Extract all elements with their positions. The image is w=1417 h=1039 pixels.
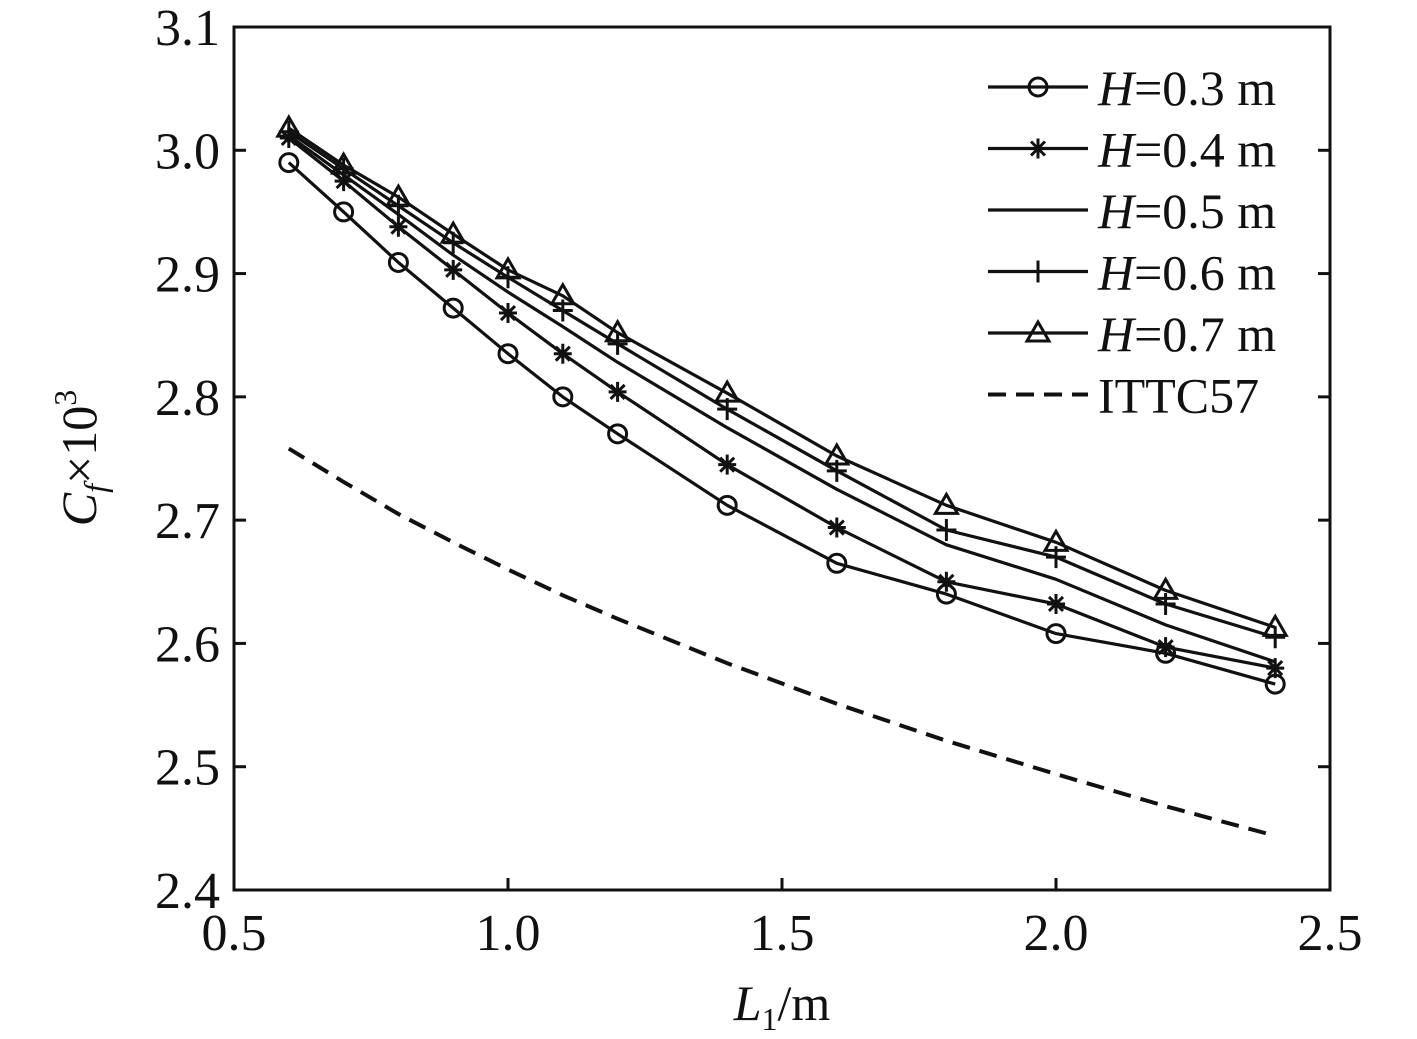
legend-label: H=0.6 m	[1097, 245, 1276, 301]
x-axis-sub: 1	[762, 1001, 778, 1037]
plus-marker	[607, 332, 628, 355]
triangle-marker	[494, 255, 522, 280]
triangle-marker	[329, 151, 358, 175]
x-axis-unit: /m	[778, 975, 831, 1031]
circle-marker	[552, 386, 574, 408]
star-marker	[444, 259, 463, 280]
legend: H=0.3 mH=0.4 mH=0.5 mH=0.6 mH=0.7 mITTC5…	[988, 60, 1276, 424]
triangle-marker	[549, 281, 577, 306]
legend-label: H=0.5 m	[1097, 183, 1276, 239]
plot-series	[275, 114, 1289, 838]
star-marker	[937, 571, 956, 592]
circle-marker	[278, 152, 300, 174]
legend-label: H=0.7 m	[1097, 306, 1276, 362]
series-line	[287, 161, 1276, 686]
circle-marker	[497, 343, 519, 365]
circle-marker	[1045, 623, 1067, 645]
legend-item: H=0.6 m	[988, 245, 1276, 301]
y-tick-label: 2.6	[155, 616, 220, 673]
y-tick-label: 2.4	[155, 863, 220, 920]
plus-marker	[936, 519, 957, 542]
circle-marker	[1027, 76, 1049, 98]
circle-marker	[716, 494, 738, 516]
legend-value: =0.4 m	[1134, 122, 1276, 178]
x-axis-title: L1/m	[733, 975, 831, 1037]
triangle-marker	[1042, 528, 1070, 552]
star-marker	[1029, 138, 1047, 159]
legend-value: =0.5 m	[1134, 183, 1276, 239]
star-marker	[827, 517, 846, 538]
legend-var: H	[1097, 306, 1137, 362]
legend-value: ITTC57	[1098, 368, 1259, 424]
star-marker	[334, 171, 353, 192]
legend-label: H=0.3 m	[1097, 60, 1276, 116]
legend-item: H=0.7 m	[988, 306, 1276, 362]
star-marker	[499, 303, 517, 324]
series-line	[287, 446, 1276, 838]
legend-label: H=0.4 m	[1097, 122, 1276, 178]
triangle-marker	[384, 183, 413, 207]
y-tick-label: 3.0	[155, 123, 220, 180]
legend-var: H	[1097, 122, 1137, 178]
triangle-marker	[823, 442, 851, 466]
triangle-marker	[1024, 319, 1052, 343]
triangle-marker	[275, 114, 303, 138]
series-5	[287, 446, 1276, 838]
circle-marker	[826, 552, 848, 574]
plus-marker	[1265, 626, 1286, 649]
legend-value: =0.6 m	[1134, 245, 1276, 301]
legend-item: ITTC57	[988, 368, 1259, 424]
x-tick-label: 2.0	[1024, 905, 1089, 962]
star-marker	[608, 381, 627, 402]
triangle-marker	[713, 379, 741, 403]
y-tick-label: 2.7	[155, 493, 220, 550]
star-marker	[1156, 637, 1175, 658]
circle-marker	[607, 423, 629, 445]
legend-value: =0.3 m	[1134, 60, 1276, 116]
series-0	[278, 152, 1286, 695]
legend-var: H	[1097, 60, 1137, 116]
circle-marker	[442, 297, 464, 319]
legend-item: H=0.3 m	[988, 60, 1276, 116]
triangle-marker	[1151, 576, 1180, 600]
star-marker	[718, 454, 737, 475]
legend-var: H	[1097, 183, 1137, 239]
series-1	[279, 127, 1285, 679]
legend-label: ITTC57	[1098, 368, 1259, 424]
circle-marker	[333, 201, 355, 223]
y-axis-sup: 3	[47, 390, 83, 406]
x-axis-var: L	[733, 975, 762, 1031]
legend-item: H=0.4 m	[988, 122, 1276, 178]
x-tick-label: 1.0	[476, 905, 541, 962]
triangle-marker	[603, 318, 632, 343]
legend-value: =0.7 m	[1134, 306, 1276, 362]
circle-marker	[387, 251, 409, 273]
series-4	[275, 114, 1289, 637]
star-marker	[1047, 593, 1065, 614]
y-axis: 2.4 2.5 2.6 2.7 2.8 2.9 3.0 3.1	[155, 0, 1330, 920]
y-axis-title: Cf×103	[47, 390, 113, 526]
triangle-marker	[932, 491, 961, 515]
y-axis-var: C	[51, 492, 107, 526]
y-tick-label: 2.5	[155, 740, 220, 797]
star-marker	[553, 343, 572, 364]
y-axis-mult: ×10	[51, 406, 107, 484]
x-tick-label: 1.5	[750, 905, 815, 962]
triangle-marker	[1261, 613, 1289, 637]
x-tick-label: 2.5	[1298, 905, 1363, 962]
star-marker	[389, 216, 408, 237]
series-line	[287, 126, 1276, 629]
plus-marker	[1155, 592, 1176, 615]
star-marker	[1266, 658, 1285, 679]
x-tick-label: 0.5	[202, 905, 267, 962]
y-tick-label: 3.1	[155, 0, 220, 57]
x-axis: 0.5 1.0 1.5 2.0 2.5	[202, 878, 1363, 962]
plus-marker	[1028, 260, 1048, 283]
triangle-marker	[439, 220, 467, 244]
legend-var: H	[1097, 245, 1137, 301]
legend-item: H=0.5 m	[988, 183, 1276, 239]
y-tick-label: 2.9	[155, 247, 220, 304]
y-tick-label: 2.8	[155, 370, 220, 427]
